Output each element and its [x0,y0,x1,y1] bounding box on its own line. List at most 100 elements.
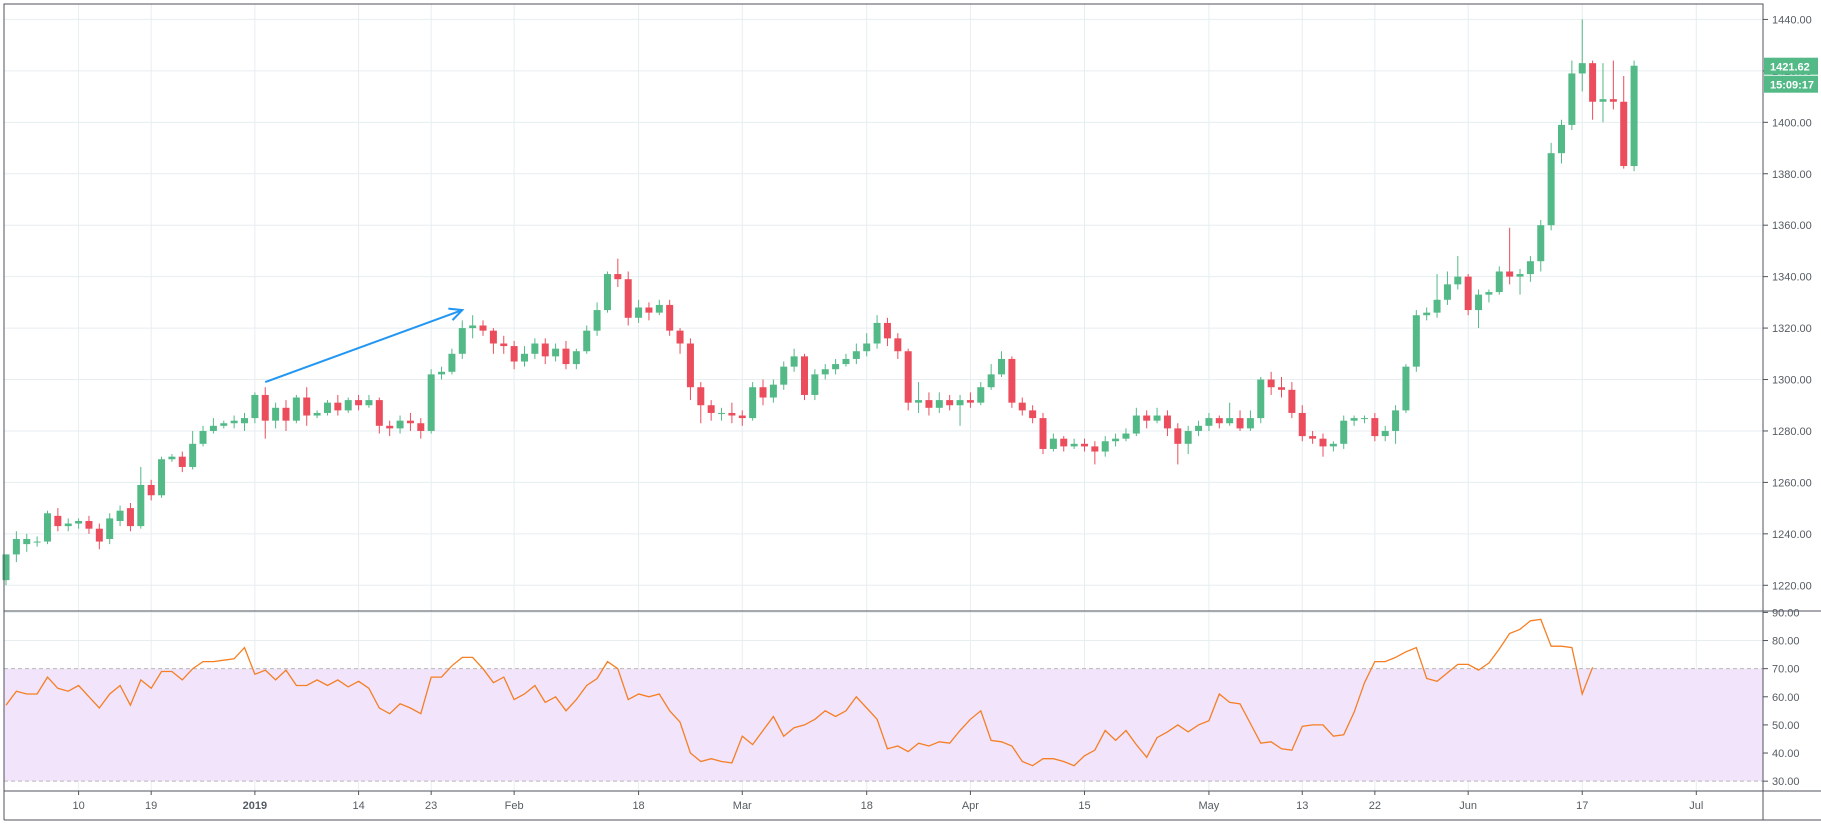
candle-body [479,325,487,331]
trend-arrow-annotation[interactable] [264,307,465,384]
candle-body [220,423,228,426]
candle [1412,310,1420,372]
time-tick-label: Jul [1689,800,1703,812]
candle-body [1267,379,1275,388]
rsi-band-fill [4,668,1763,782]
candle [749,382,757,421]
candle-body [946,400,954,406]
candle-body [168,456,176,460]
candle-body [500,343,508,347]
candle-body [821,369,829,375]
candle-body [956,400,964,406]
candle-body [1558,124,1565,154]
candle-body [593,310,601,331]
candle [1257,376,1265,424]
candle [106,513,114,545]
candle [199,425,207,447]
candle-body [1008,358,1016,403]
candle-body [1433,299,1441,313]
candle [1122,428,1130,442]
candle [334,394,342,416]
candle-body [1298,412,1306,437]
candle [158,456,166,498]
candle-body [1340,420,1348,444]
candle-body [811,374,819,395]
candle [1195,420,1203,437]
candle-body [800,356,808,395]
candle-body [645,307,653,313]
candle [1495,266,1503,295]
candle-body [106,518,114,539]
rsi-tick-label: 90.00 [1772,607,1800,619]
candle-body [1309,436,1317,439]
candle-body [292,397,300,421]
candle [209,418,217,434]
candle [821,364,829,380]
candle-body [572,351,580,365]
candle-body [1070,443,1078,447]
candle-body [863,343,871,352]
rsi-tick-label: 30.00 [1772,776,1800,788]
candle-body [417,423,425,431]
candle [521,346,528,367]
rsi-axis[interactable]: 30.00 40.00 50.00 60.00 70.00 80.00 90.00 [1763,607,1800,788]
time-tick-label: 15 [1078,800,1090,812]
time-tick-label: 18 [861,800,873,812]
candle-body [406,420,414,424]
price-tick-label: 1340.00 [1772,272,1812,284]
candle-body [1205,418,1213,426]
candle-body [977,387,985,403]
candle-body [1049,438,1057,449]
candle [863,333,871,357]
chart-frame [3,3,1821,821]
time-tick-label: 10 [72,800,84,812]
candle-body [313,412,321,416]
candle-body [251,394,259,419]
candle [925,392,933,416]
candle [1340,415,1348,449]
candle [1049,433,1057,452]
candle-body [1568,73,1576,125]
candle-body [1278,387,1286,390]
candle [1205,412,1213,431]
candle [1371,412,1379,442]
candle [33,536,41,547]
candle-body [1112,438,1120,442]
candle-body [873,322,881,344]
candle [842,353,850,367]
candle-body [904,351,912,403]
candle-body [334,402,342,411]
candle [116,505,124,527]
candle-body [272,407,280,421]
price-tick-label: 1360.00 [1772,220,1812,232]
candle [479,320,487,336]
candle-body [728,412,736,416]
price-axis[interactable]: 1220.00 1240.00 1260.00 1280.00 1300.00 1320.… [1763,14,1812,592]
time-tick-label: Jun [1459,800,1477,812]
candle [728,402,736,424]
time-axis[interactable]: 10 19 2019 14 23 Feb 18 Mar 18 Apr 15 May 13 22 Jun 17 J… [72,791,1703,812]
candle-body [925,400,933,408]
candle-body [1184,430,1192,444]
candle [1464,274,1472,316]
candle [1278,376,1286,398]
candle-body [178,456,186,467]
candle [1620,76,1628,169]
candle [790,348,798,372]
trend-arrow-head[interactable] [448,307,465,321]
candle-body [1475,294,1483,311]
last-price-label-bg [1764,57,1818,75]
candle [510,340,518,370]
candle [1112,433,1120,447]
trend-arrow-line[interactable] [264,309,463,384]
candle-body [1630,65,1638,167]
candle-body [1215,418,1223,424]
candle-body [323,402,331,413]
candle-body [510,346,518,362]
candle-body [241,418,249,424]
candle [469,315,477,339]
candle-body [1350,418,1358,421]
candle [241,412,249,431]
